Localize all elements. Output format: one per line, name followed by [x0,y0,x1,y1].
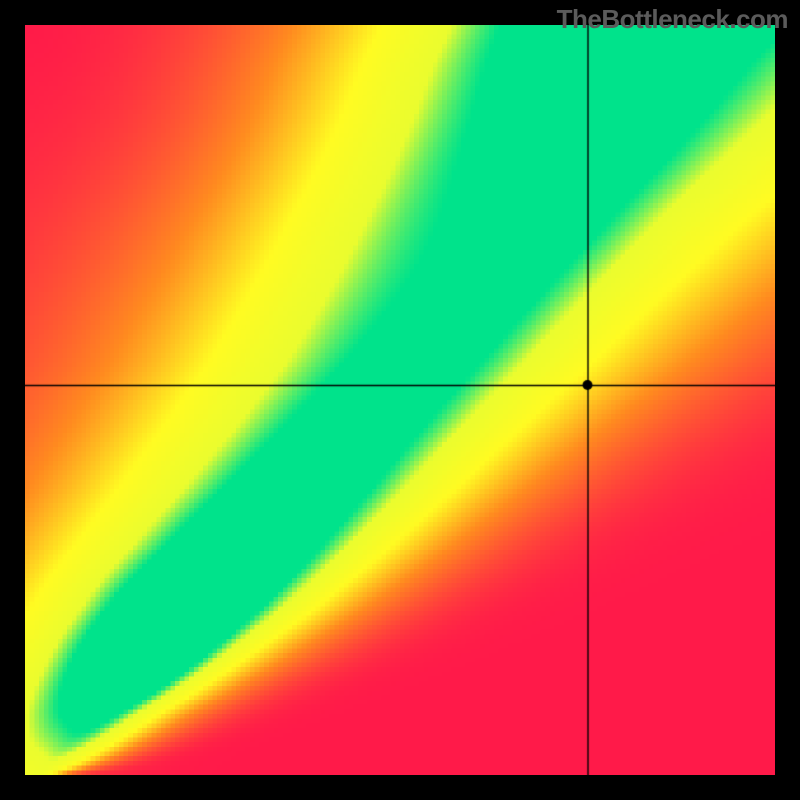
watermark-text: TheBottleneck.com [557,4,788,35]
heatmap-plot [25,25,775,775]
crosshair-overlay [25,25,775,775]
chart-container: TheBottleneck.com [0,0,800,800]
